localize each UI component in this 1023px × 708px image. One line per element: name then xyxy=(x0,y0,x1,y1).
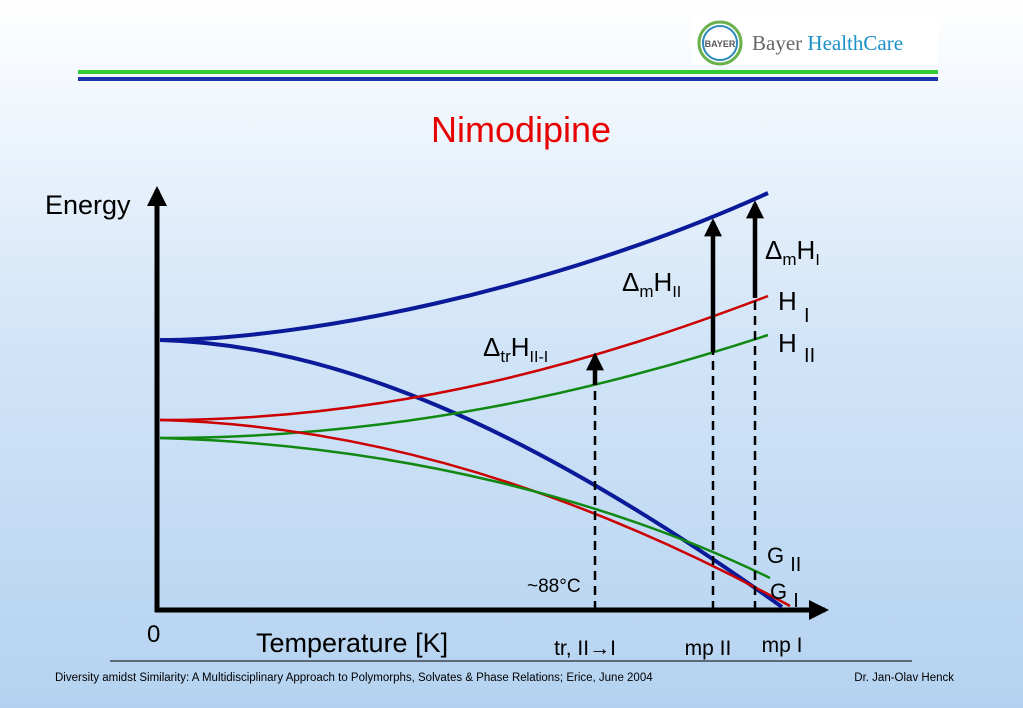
logo-brand: Bayer xyxy=(752,31,802,55)
symbol: Δ xyxy=(483,332,500,362)
symbol: H xyxy=(654,267,673,297)
subscript: I xyxy=(804,305,810,327)
symbol: H xyxy=(778,286,797,316)
subscript: I xyxy=(793,590,799,612)
symbol: H xyxy=(511,332,530,362)
delta-label: ΔtrHII-I xyxy=(483,332,548,366)
x-mark-label: mp II xyxy=(685,637,732,660)
y-axis-label: Energy xyxy=(45,190,131,220)
logo-emblem: BAYER xyxy=(705,39,736,49)
curve-label: H II xyxy=(778,328,815,367)
symbol: Δ xyxy=(765,235,782,265)
logo-text: Bayer HealthCare xyxy=(752,31,903,55)
symbol: H xyxy=(797,235,816,265)
footer-left: Diversity amidst Similarity: A Multidisc… xyxy=(55,672,653,684)
h-form-2 xyxy=(159,333,769,440)
subscript: II-I xyxy=(530,349,549,366)
delta-label: ΔmHI xyxy=(765,235,820,269)
g-form-1 xyxy=(159,418,791,608)
logo-division: HealthCare xyxy=(807,31,903,55)
x-axis-label: Temperature [K] xyxy=(256,628,448,658)
subscript: tr xyxy=(500,347,511,366)
subscript: II xyxy=(672,284,681,301)
subscript: m xyxy=(782,250,796,269)
curves xyxy=(159,191,791,609)
subscript: II xyxy=(804,345,815,367)
symbol: G xyxy=(767,543,784,568)
slide-title: Nimodipine xyxy=(431,109,611,150)
logo: BAYER Bayer HealthCare xyxy=(692,17,938,66)
curve-label: H I xyxy=(778,286,810,327)
subscript: I xyxy=(815,252,819,269)
logo-ring xyxy=(697,20,743,66)
dashed-lines xyxy=(593,298,757,610)
x-mark-label: mp I xyxy=(762,634,803,657)
g-form-2 xyxy=(159,436,771,580)
symbol: Δ xyxy=(622,267,639,297)
annotation: ~88°C xyxy=(527,576,581,597)
delta-label: ΔmHII xyxy=(622,267,681,301)
enthalpy-arrows xyxy=(586,200,764,385)
origin-label: 0 xyxy=(147,621,160,648)
logo-ring xyxy=(702,25,738,61)
symbol: H xyxy=(778,328,797,358)
curve-label: G I xyxy=(770,579,799,612)
symbol: G xyxy=(770,579,787,604)
liquid-g xyxy=(159,338,784,609)
curve-label: G II xyxy=(767,543,801,576)
footer-right: Dr. Jan-Olav Henck xyxy=(854,672,954,684)
liquid-h xyxy=(159,191,769,342)
h-form-1 xyxy=(159,294,769,422)
x-mark-label: tr, II→I xyxy=(554,637,616,660)
subscript: m xyxy=(639,282,653,301)
subscript: II xyxy=(790,554,801,576)
